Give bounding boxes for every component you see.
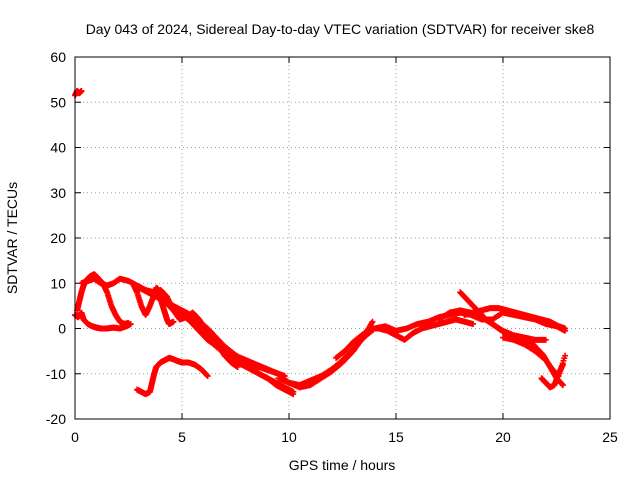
- x-tick-label: 25: [602, 429, 618, 445]
- data-point: [542, 336, 549, 343]
- data-point: [559, 382, 566, 389]
- y-tick-label: 50: [50, 94, 66, 110]
- data-point: [234, 363, 241, 370]
- data-point: [170, 318, 177, 325]
- plot-frame: [74, 56, 611, 420]
- series-arc-11: [333, 316, 477, 361]
- series-arc-4: [129, 280, 177, 327]
- data-point: [78, 87, 85, 94]
- y-tick-label: 30: [50, 185, 66, 201]
- data-point: [559, 361, 566, 368]
- y-tick-label: 60: [50, 49, 66, 65]
- data-point: [125, 320, 132, 327]
- series-arc-16: [538, 361, 566, 391]
- y-tick-label: -10: [46, 366, 66, 382]
- x-axis-title: GPS time / hours: [289, 457, 396, 473]
- data-point: [203, 372, 210, 379]
- points-layer: [72, 87, 569, 398]
- data-point: [559, 381, 566, 388]
- y-tick-label: 0: [58, 321, 66, 337]
- y-tick-label: 10: [50, 275, 66, 291]
- chart-title: Day 043 of 2024, Sidereal Day-to-day VTE…: [86, 21, 595, 37]
- x-tick-label: 10: [281, 429, 297, 445]
- data-point: [369, 318, 376, 325]
- x-tick-label: 15: [388, 429, 404, 445]
- data-point: [562, 325, 569, 332]
- grid-layer: [75, 57, 610, 419]
- y-axis-title: SDTVAR / TECUs: [4, 182, 20, 294]
- series-outlier-start: [72, 87, 85, 99]
- y-tick-label: -20: [46, 411, 66, 427]
- x-tick-label: 5: [178, 429, 186, 445]
- x-tick-label: 20: [495, 429, 511, 445]
- x-tick-label: 0: [71, 429, 79, 445]
- series-arc-15: [461, 305, 569, 332]
- data-point: [204, 373, 211, 380]
- series-arc-8: [134, 354, 211, 398]
- y-tick-label: 20: [50, 230, 66, 246]
- data-point: [470, 320, 477, 327]
- data-point: [290, 391, 297, 398]
- data-point: [562, 352, 569, 359]
- y-tick-label: 40: [50, 140, 66, 156]
